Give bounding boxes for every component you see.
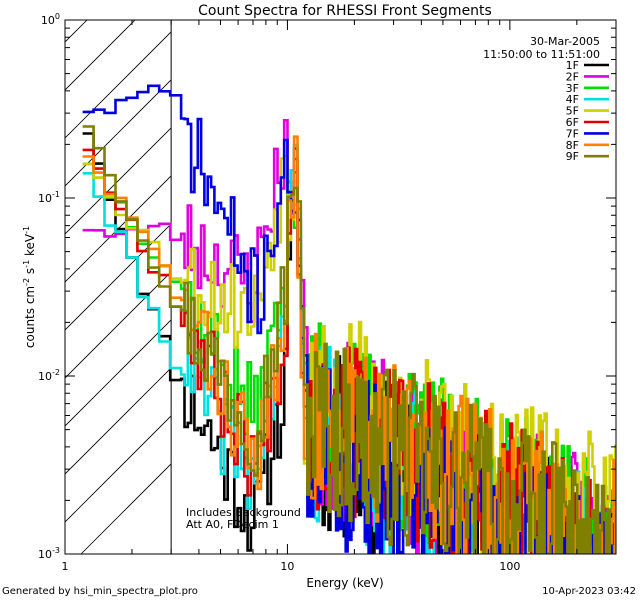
x-tick-label: 100 [499,560,520,573]
date-label: 30-Mar-2005 [530,35,600,48]
series-9F [82,125,611,554]
footer-timestamp: 10-Apr-2023 03:42 [542,586,636,597]
x-tick-label: 1 [62,560,69,573]
note-attenuator: Att A0, FDecim 1 [186,518,279,531]
y-tick-label: 10-2 [38,368,60,383]
chart-title: Count Spectra for RHESSI Front Segments [198,3,492,19]
y-tick-label: 10-1 [38,190,60,205]
y-tick-label: 10-3 [38,546,60,561]
axis-ticks [64,20,617,555]
legend-label-1F: 1F [566,59,579,72]
y-tick-label: 100 [41,12,60,27]
legend-label-3F: 3F [566,82,579,95]
plot-frame [64,19,617,555]
legend-label-5F: 5F [566,105,579,118]
note-background: Includes Background [186,506,301,519]
legend-label-6F: 6F [566,116,579,129]
legend-label-8F: 8F [566,139,579,152]
x-axis-label: Energy (keV) [306,576,383,590]
legend-label-7F: 7F [566,127,579,140]
y-axis-label: counts cm-2 s-1 keV-1 [22,226,37,348]
x-tick-label: 10 [280,560,294,573]
legend-label-4F: 4F [566,93,579,106]
footer-generated: Generated by hsi_min_spectra_plot.pro [2,586,198,597]
legend-label-9F: 9F [566,150,579,163]
time-range-label: 11:50:00 to 11:51:00 [483,48,600,61]
legend-label-2F: 2F [566,70,579,83]
series-7F [82,84,613,554]
